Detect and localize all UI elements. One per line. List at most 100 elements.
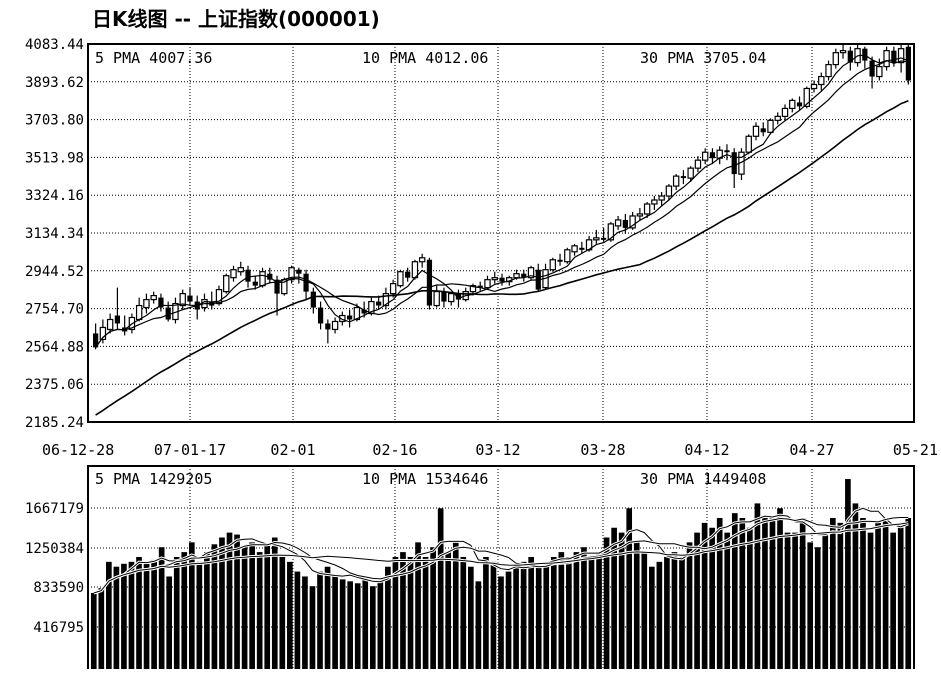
volume-bar: [362, 576, 369, 669]
volume-bar: [792, 532, 798, 669]
candle-body-up: [832, 52, 840, 66]
volume-bar: [204, 552, 210, 669]
volume-bar: [664, 556, 670, 669]
candle-body-down: [724, 150, 730, 153]
volume-bar: [377, 581, 384, 669]
x-tick-label: 03-28: [580, 441, 625, 459]
candle-body-down: [709, 152, 716, 159]
price-y-tick-label: 3893.62: [25, 75, 84, 91]
volume-y-tick-label: 833590: [33, 580, 84, 596]
volume-y-tick-label: 1667179: [25, 501, 84, 517]
volume-bar: [837, 522, 844, 669]
volume-bar: [158, 547, 165, 669]
ma10-line: [95, 57, 909, 348]
volume-bar: [136, 556, 142, 669]
price-y-tick-label: 3703.80: [25, 113, 84, 129]
candle-body-up: [339, 314, 346, 323]
candle-body-down: [361, 309, 367, 314]
volume-bar: [226, 532, 233, 669]
volume-bar: [535, 566, 542, 669]
candle-body-up: [150, 294, 157, 301]
volume-bar: [498, 576, 504, 669]
volume-y-tick-label: 1250384: [25, 541, 84, 557]
candle-body-up: [99, 326, 107, 341]
candle-body-up: [658, 195, 665, 201]
price-y-tick-label: 2375.06: [25, 377, 84, 393]
x-tick-label: 06-12-28: [42, 441, 114, 459]
candle-body-up: [781, 107, 789, 117]
volume-bar: [905, 518, 912, 669]
candle-body-up: [215, 289, 223, 305]
volume-bar: [724, 532, 731, 669]
volume-bar: [867, 532, 874, 669]
volume-bar: [369, 586, 376, 669]
candle-body-up: [614, 219, 622, 227]
candle-body-down: [325, 323, 331, 330]
volume-bar: [475, 581, 482, 669]
candle-body-down: [760, 128, 766, 133]
candle-body-down: [165, 307, 171, 320]
volume-bar: [633, 542, 640, 669]
price-y-tick-label: 2185.24: [25, 415, 84, 431]
volume-bar: [799, 518, 806, 669]
price-y-tick-label: 3134.34: [25, 226, 84, 242]
volume-bar: [897, 527, 904, 669]
ma5-line: [95, 54, 909, 348]
volume-bar: [686, 542, 693, 669]
volume-bar: [347, 581, 354, 669]
volume-bar: [452, 542, 459, 669]
x-tick-label: 04-27: [789, 441, 834, 459]
volume-ma5-line: [93, 507, 909, 594]
candle-body-down: [579, 247, 585, 250]
candle-body-down: [376, 301, 382, 306]
volume-bar: [166, 576, 173, 669]
volume-bar: [287, 561, 293, 669]
price-y-tick-label: 4083.44: [25, 37, 84, 53]
volume-bar: [121, 563, 127, 669]
volume-bar: [234, 534, 240, 669]
volume-bar: [128, 561, 135, 669]
candle-body-down: [296, 269, 302, 274]
candle-body-up: [767, 119, 774, 133]
candle-body-down: [426, 259, 433, 306]
volume-bar: [588, 556, 595, 669]
candle-body-up: [607, 223, 615, 241]
candle-body-down: [600, 237, 607, 240]
volume-bar: [777, 508, 783, 669]
volume-bar: [852, 503, 859, 669]
volume-ma10-line: [93, 517, 909, 594]
volume-bar: [882, 518, 889, 669]
price-y-tick-label: 3324.16: [25, 188, 84, 204]
candle-body-up: [389, 283, 397, 295]
volume-bar: [256, 552, 263, 669]
volume-bar: [437, 508, 444, 669]
candle-body-up: [651, 199, 658, 205]
volume-bar: [354, 583, 361, 669]
x-tick-label: 04-12: [684, 441, 729, 459]
volume-bar: [505, 571, 512, 669]
candle-body-down: [796, 102, 803, 107]
volume-bar: [415, 542, 421, 669]
candle-body-up: [839, 50, 847, 54]
volume-bar: [445, 552, 452, 669]
price-legend-2: 10 PMA 4012.06: [362, 49, 488, 67]
volume-bar: [520, 561, 527, 669]
volume-bar: [98, 588, 105, 669]
price-y-tick-label: 2944.52: [25, 264, 84, 280]
candle-body-down: [187, 295, 193, 302]
volume-bar: [709, 527, 715, 669]
candle-body-up: [643, 203, 651, 215]
volume-bar: [468, 566, 474, 669]
candle-body-up: [179, 293, 186, 307]
price-y-tick-label: 2754.70: [25, 302, 84, 318]
candle-body-down: [245, 269, 251, 282]
volume-bar: [648, 566, 655, 669]
candle-body-up: [665, 185, 673, 197]
volume-ma30-line: [93, 522, 909, 594]
price-y-tick-label: 2564.88: [25, 339, 84, 355]
volume-bar: [814, 547, 821, 669]
volume-bar: [603, 537, 610, 669]
candle-body-down: [158, 297, 164, 308]
volume-bar: [694, 532, 700, 669]
